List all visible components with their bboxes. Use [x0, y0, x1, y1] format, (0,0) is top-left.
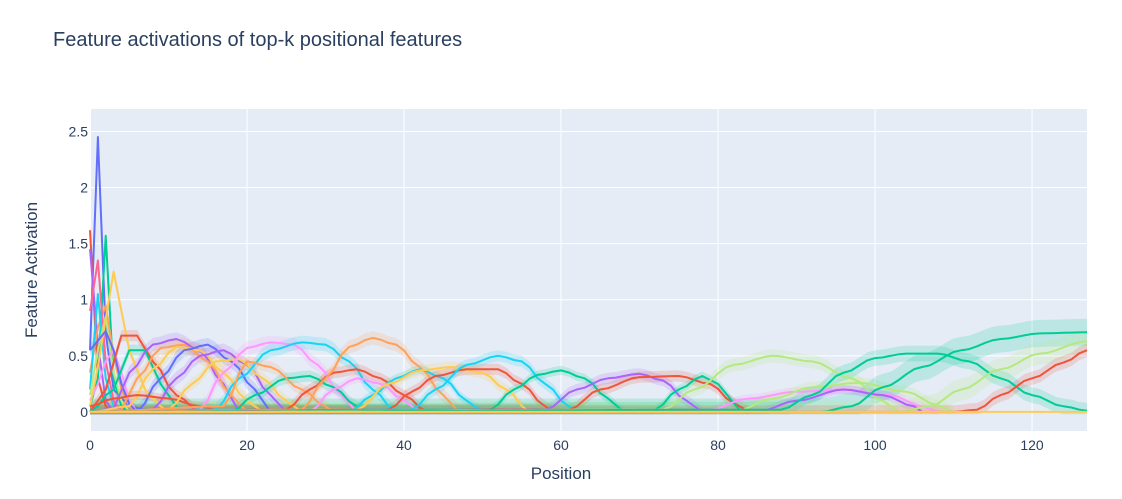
- series-error-band: [90, 335, 357, 415]
- series-error-band: [90, 361, 530, 415]
- series-error-band: [90, 363, 428, 415]
- series-error-band: [90, 337, 271, 415]
- y-tick-label: 1.5: [69, 236, 89, 252]
- series-line: [89, 343, 248, 413]
- series-error-band: [90, 313, 130, 415]
- chart-title: Feature activations of top-k positional …: [53, 29, 463, 51]
- x-tick-label: 100: [863, 437, 887, 453]
- series-error-band: [90, 373, 420, 415]
- y-tick-label: 2: [80, 180, 88, 196]
- x-axis-title: Position: [530, 464, 592, 483]
- series-error-band: [90, 370, 750, 415]
- series-line: [89, 338, 241, 413]
- y-tick-label: 0: [80, 404, 88, 420]
- y-tick-label: 1: [80, 292, 88, 308]
- y-axis-title: Feature Activation: [22, 201, 41, 339]
- x-tick-label: 40: [396, 437, 412, 453]
- series-error-band: [90, 385, 938, 415]
- series-error-band: [90, 364, 483, 415]
- y-tick-label: 0.5: [69, 348, 89, 364]
- series-line: [89, 334, 201, 413]
- series-error-band: [90, 355, 334, 415]
- series-error-band: [90, 368, 703, 415]
- x-tick-label: 60: [553, 437, 569, 453]
- x-tick-label: 20: [239, 437, 255, 453]
- x-tick-label: 120: [1020, 437, 1044, 453]
- x-tick-label: 80: [710, 437, 726, 453]
- series-line: [89, 330, 138, 413]
- series-error-band: [90, 353, 302, 415]
- plot-background: [90, 109, 1087, 431]
- series-line: [89, 315, 131, 413]
- series-error-band: [90, 343, 287, 415]
- y-tick-label: 2.5: [69, 123, 89, 139]
- series-error-band: [90, 370, 365, 415]
- series-line: [89, 349, 185, 413]
- x-tick-label: 0: [86, 437, 94, 453]
